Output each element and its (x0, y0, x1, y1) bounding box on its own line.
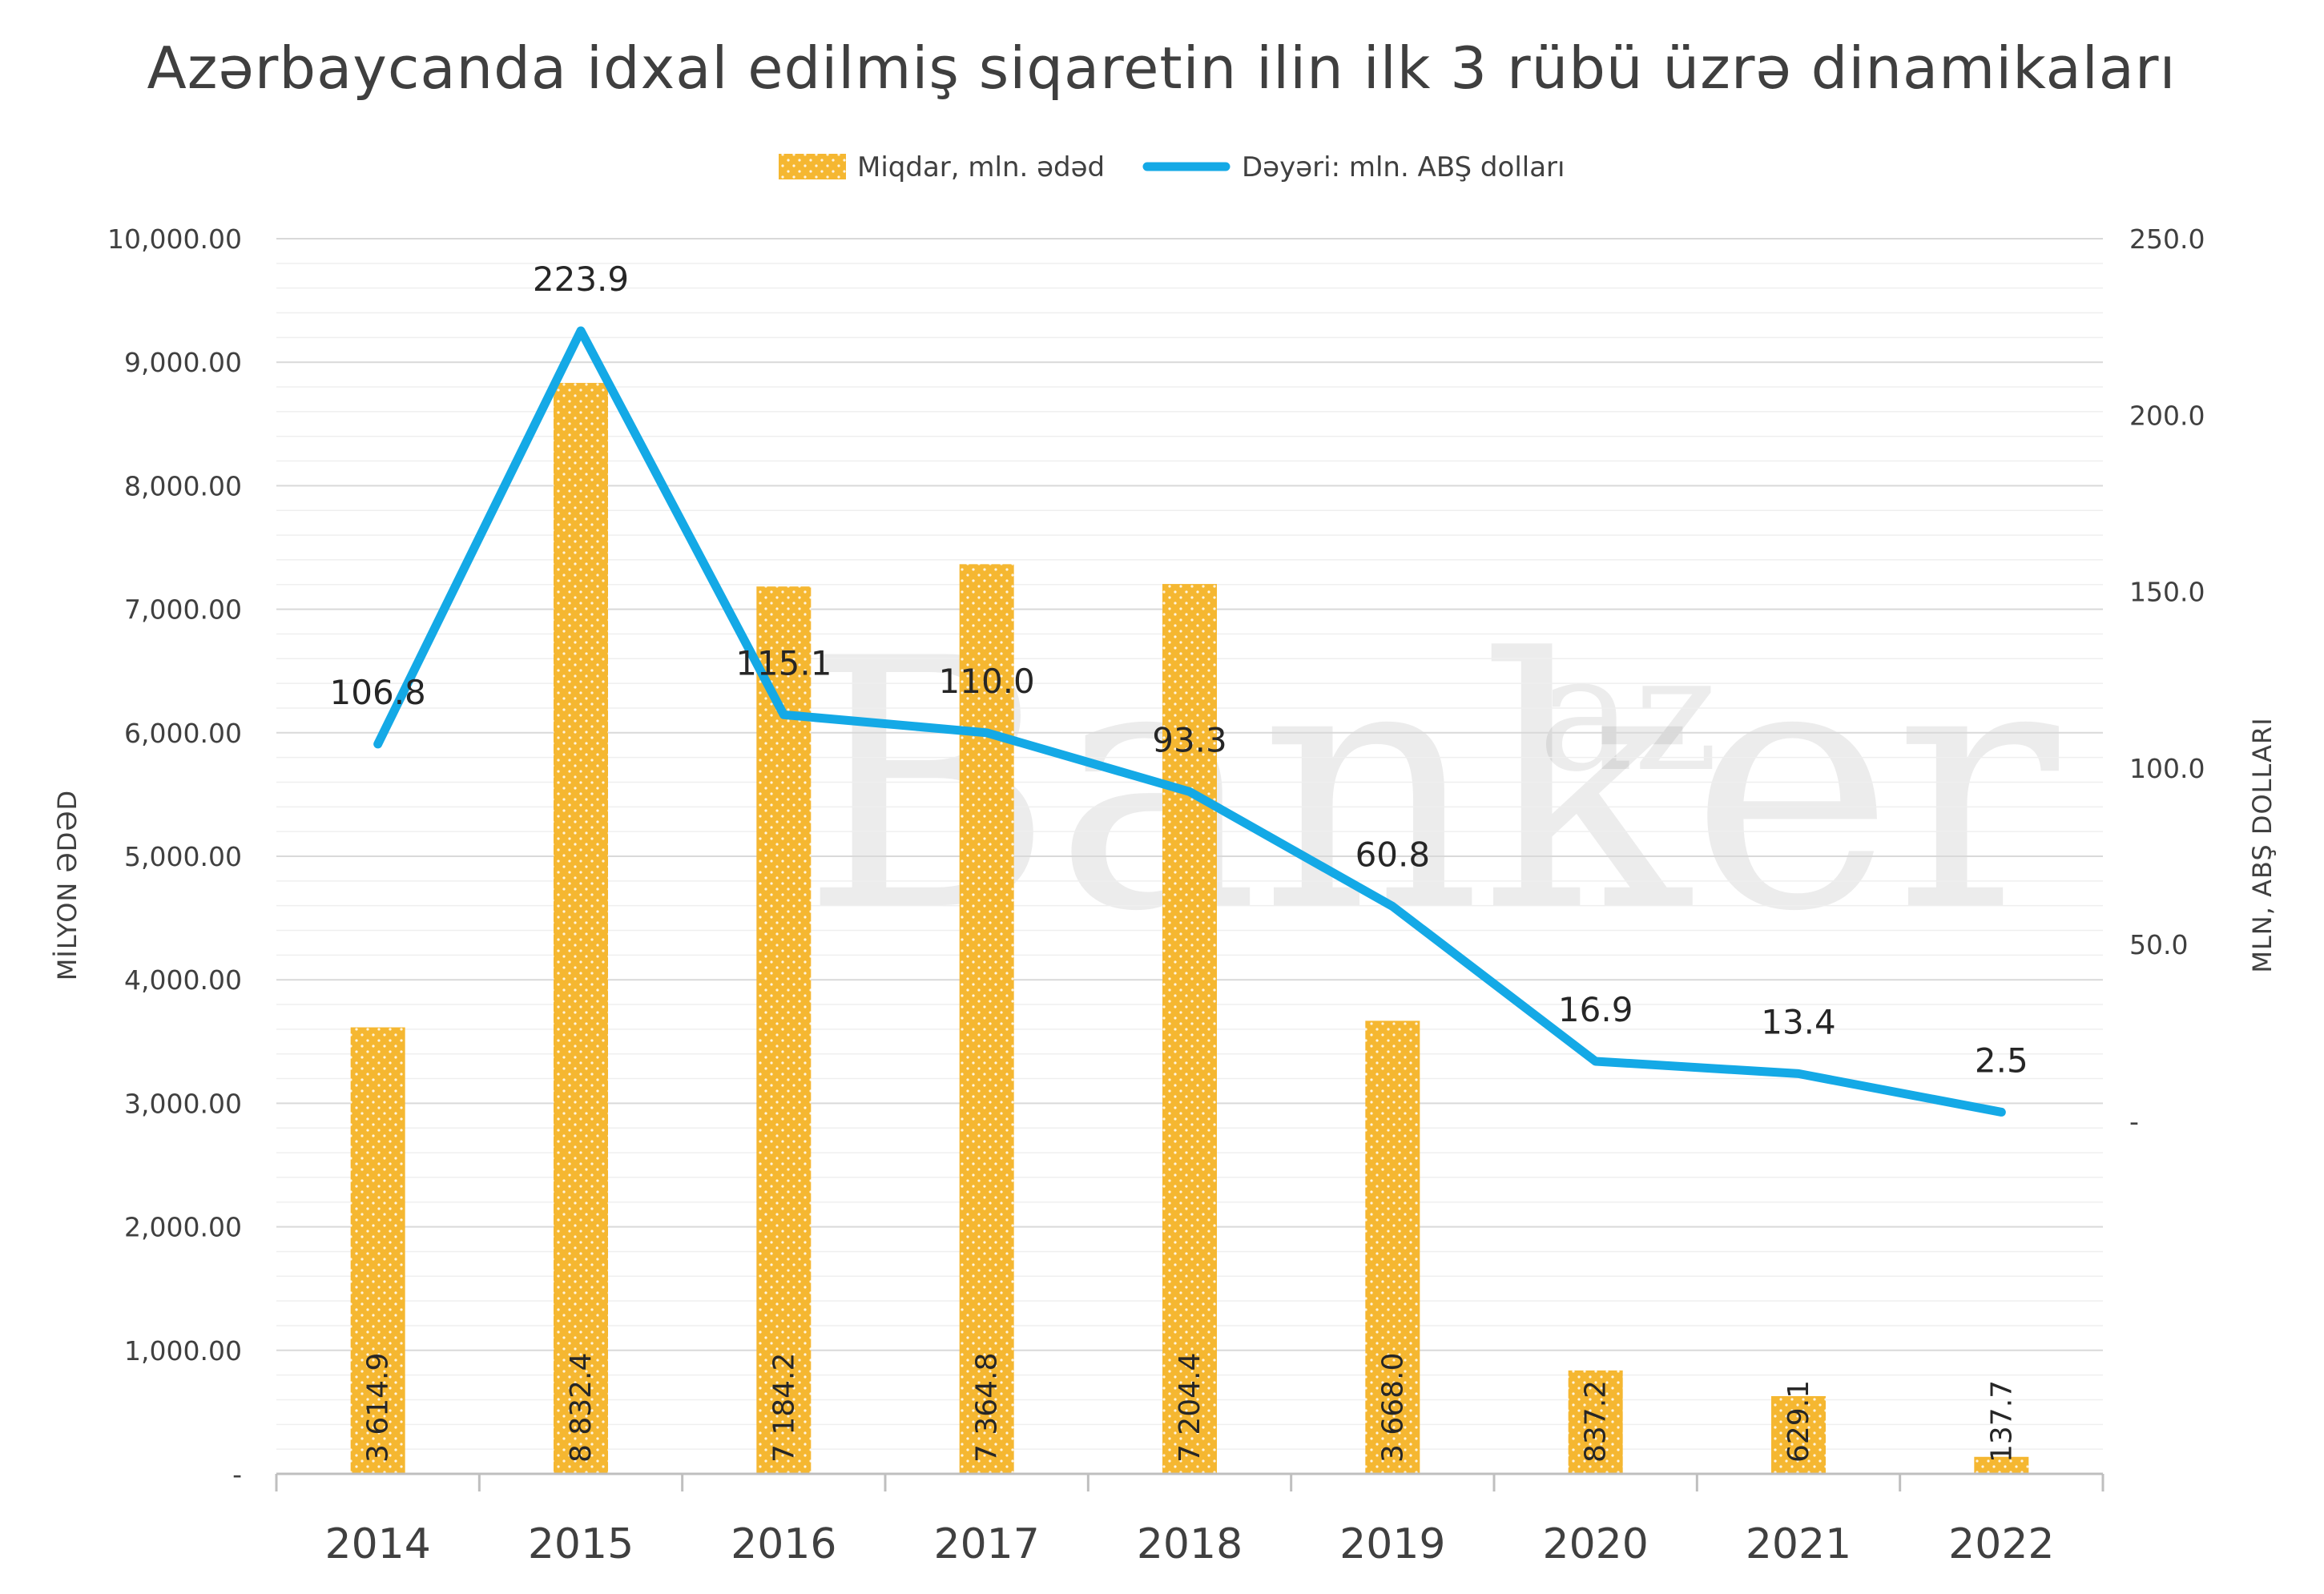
line-point (377, 743, 379, 745)
x-tick-label: 2014 (324, 1520, 430, 1568)
bar-series (350, 383, 2029, 1475)
bar (554, 383, 608, 1474)
line-point (1392, 905, 1394, 908)
bar-value-label: 629.1 (1782, 1380, 1815, 1463)
bar (1162, 584, 1217, 1474)
x-tick-label: 2016 (731, 1520, 836, 1568)
y-axis-title-left: MİLYON ƏDƏD (52, 790, 83, 980)
line-value-label: 93.3 (1152, 720, 1227, 759)
y-tick-label-left: 8,000.00 (124, 470, 242, 501)
bar-value-label: 8 832.4 (565, 1353, 598, 1463)
bar (959, 564, 1014, 1474)
line-point (2000, 1111, 2003, 1113)
line-point (985, 731, 988, 734)
line-value-label: 115.1 (735, 643, 832, 682)
y-tick-label-right: 150.0 (2129, 577, 2205, 608)
bar (756, 586, 812, 1475)
y-tick-label-left: 7,000.00 (124, 594, 242, 626)
line-point (783, 714, 785, 716)
y-tick-label-left: 3,000.00 (124, 1088, 242, 1119)
y-tick-label-right: 50.0 (2129, 929, 2188, 960)
y-tick-label-left: 6,000.00 (124, 718, 242, 749)
x-tick-label: 2022 (1948, 1520, 2054, 1568)
y-tick-label-left: 9,000.00 (124, 347, 242, 378)
bar-value-label: 3 614.9 (362, 1353, 395, 1463)
line-point (580, 329, 582, 332)
bar-value-label: 3 668.0 (1376, 1353, 1409, 1463)
bar-value-label: 7 364.8 (971, 1353, 1004, 1463)
x-tick-label: 2020 (1542, 1520, 1648, 1568)
x-tick-label: 2019 (1339, 1520, 1445, 1568)
bar (1568, 1370, 1623, 1474)
watermark-superscript: az (1538, 621, 1718, 807)
line-point (1189, 791, 1190, 793)
bar-value-label: 7 204.4 (1174, 1353, 1206, 1463)
y-tick-label-right: 250.0 (2129, 223, 2205, 255)
bar (1974, 1456, 2029, 1474)
bar-value-label: 837.2 (1580, 1380, 1613, 1463)
data-labels: 3 614.9 8 832.4 7 184.2 7 364.8 7 204.4 3 668… (330, 260, 2028, 1463)
legend-label-bar: Miqdar, mln. ədəd (857, 151, 1105, 183)
line-value-label: 13.4 (1761, 1002, 1836, 1041)
bar (350, 1027, 405, 1474)
line-series (373, 326, 2006, 1117)
bar-value-label: 137.7 (1985, 1380, 2018, 1463)
y-tick-label-left: 10,000.00 (107, 223, 242, 255)
axes: - 1,000.00 2,000.00 3,000.00 4,000.00 5,000.0… (107, 223, 2205, 1568)
legend-swatch-bar (779, 154, 846, 179)
line-value-label: 110.0 (939, 662, 1035, 701)
line-value-label: 16.9 (1558, 990, 1633, 1029)
y-tick-label-left: 4,000.00 (124, 964, 242, 996)
y-tick-label-left: 1,000.00 (124, 1335, 242, 1367)
y-tick-label-right: - (2129, 1105, 2139, 1137)
y-tick-label-right: 200.0 (2129, 400, 2205, 431)
x-tick-label: 2021 (1746, 1520, 1851, 1568)
line-value-label: 106.8 (330, 673, 426, 712)
line-point (1798, 1073, 1799, 1075)
x-tick-label: 2018 (1137, 1520, 1243, 1568)
bar (1365, 1020, 1420, 1474)
y-axis-title-right: MLN, ABŞ DOLLARI (2247, 717, 2278, 972)
legend: Miqdar, mln. ədəd Dəyəri: mln. ABŞ dolla… (779, 151, 1565, 183)
y-tick-label-left: 5,000.00 (124, 841, 242, 872)
line-value-label: 2.5 (1975, 1041, 2028, 1080)
line-point (1594, 1060, 1597, 1062)
x-tick-label: 2017 (933, 1520, 1039, 1568)
chart-title: Azərbaycanda idxal edilmiş siqaretin ili… (147, 34, 2176, 102)
legend-label-line: Dəyəri: mln. ABŞ dolları (1242, 151, 1565, 183)
y-tick-label-right: 100.0 (2129, 753, 2205, 784)
line-value-label: 223.9 (533, 260, 629, 299)
y-tick-label-left: - (232, 1459, 242, 1490)
bar-value-label: 7 184.2 (767, 1353, 800, 1463)
x-tick-label: 2015 (528, 1520, 634, 1568)
bar (1771, 1395, 1826, 1474)
line-value-label: 60.8 (1355, 835, 1431, 875)
y-tick-label-left: 2,000.00 (124, 1212, 242, 1243)
